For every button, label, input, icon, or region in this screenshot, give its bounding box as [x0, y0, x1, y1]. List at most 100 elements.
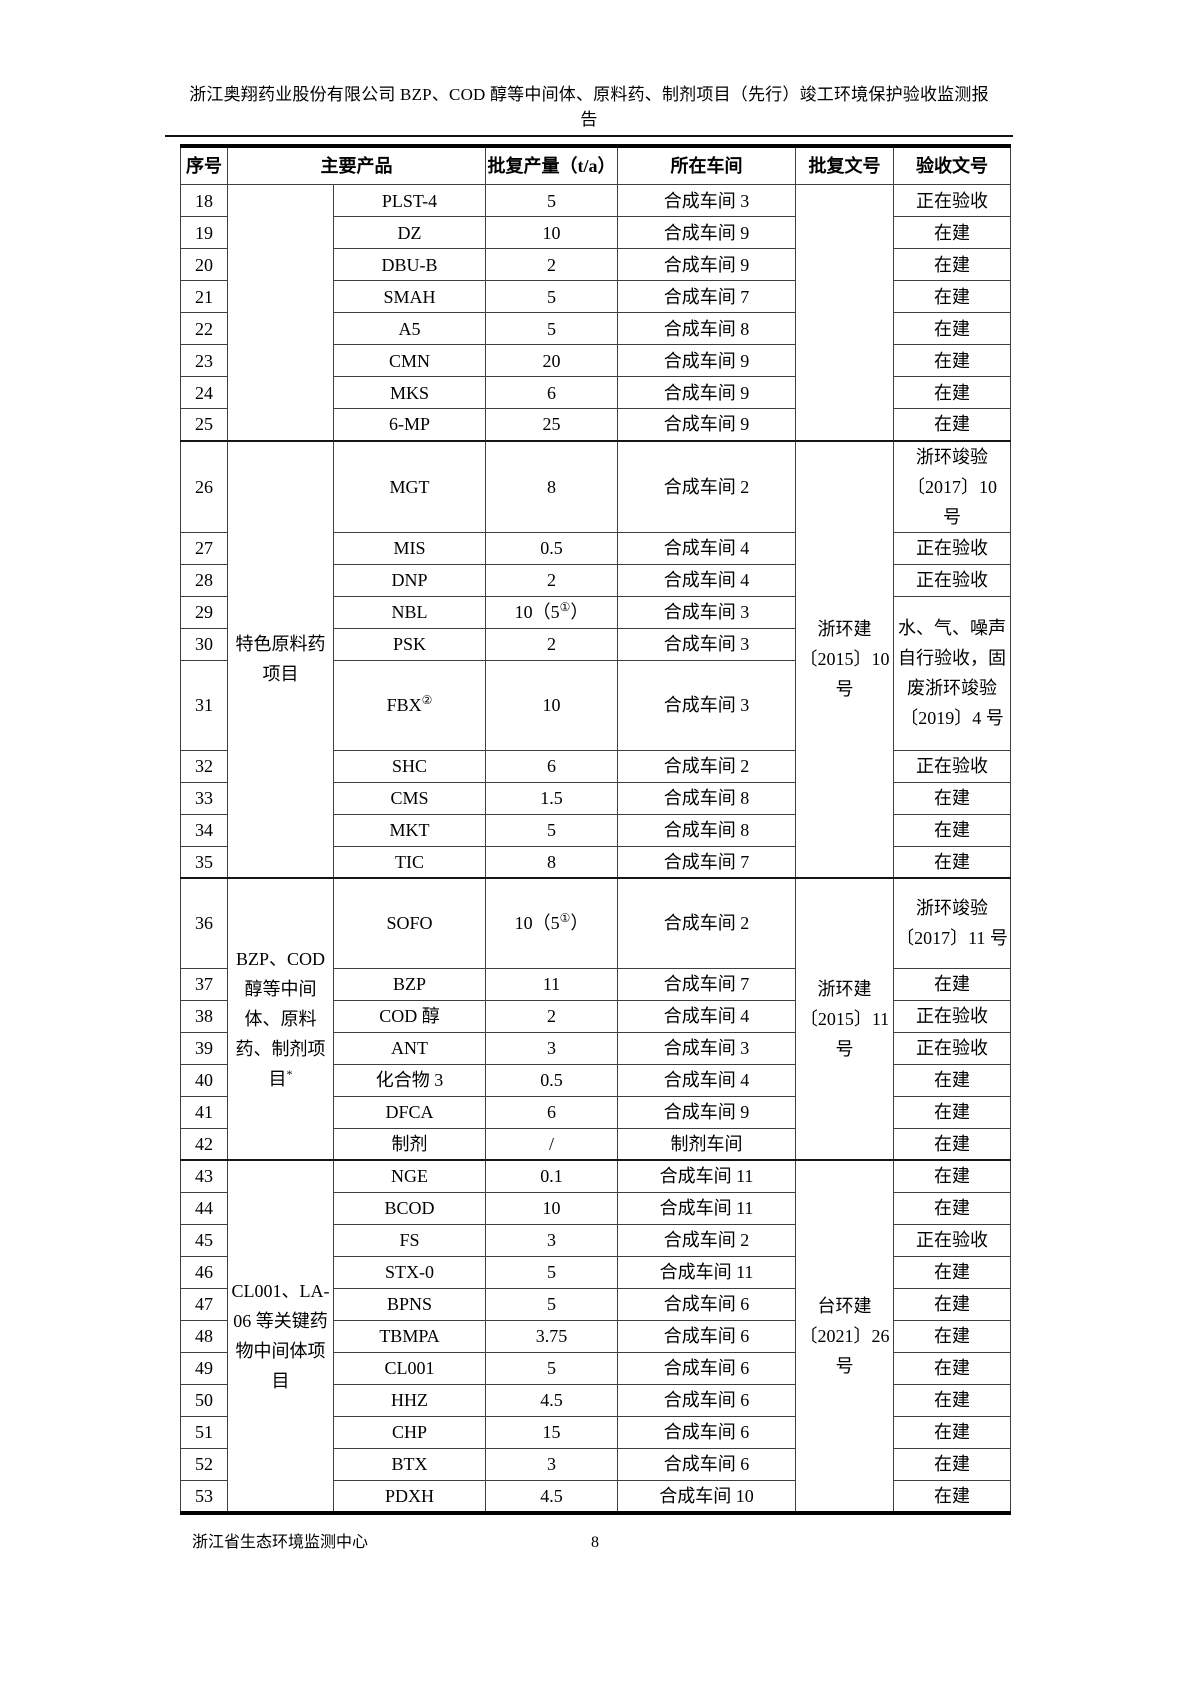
product-label: FBX: [386, 695, 422, 715]
product-label: DZ: [397, 222, 422, 243]
cell-product: STX-0: [333, 1255, 486, 1289]
category-label: 特色原料药项目: [235, 634, 326, 685]
product-label: PSK: [392, 634, 427, 654]
cell-workshop: 合成车间 9: [617, 1095, 796, 1129]
cell-serial: 30: [180, 627, 228, 661]
cell-product: ANT: [333, 1031, 486, 1065]
cell-acceptance-doc: 在建: [893, 1319, 1011, 1353]
table-row: 19 DZ 10 合成车间 9 在建: [180, 216, 1011, 249]
cell-acceptance-doc: 在建: [893, 376, 1011, 409]
capacity-value: 15: [542, 1422, 561, 1442]
product-label: NBL: [391, 602, 428, 622]
cell-serial: 24: [180, 376, 228, 409]
cell-capacity: 3: [485, 1223, 618, 1257]
cell-acceptance-doc: 在建: [893, 1383, 1011, 1417]
product-footnote-marker: ②: [421, 693, 433, 707]
capacity-value: 6: [547, 756, 556, 776]
cell-workshop: 合成车间 9: [617, 344, 796, 377]
cell-capacity: 10: [485, 1191, 618, 1225]
cell-workshop: 合成车间 8: [617, 813, 796, 847]
cell-acceptance-doc: 在建: [893, 1287, 1011, 1321]
product-label: BPNS: [386, 1294, 433, 1314]
capacity-value: 6: [547, 1102, 556, 1122]
table-row: 27 MIS 0.5 合成车间 4 正在验收: [180, 531, 1011, 565]
table-header-row: 序号 主要产品 批复产量（t/a） 所在车间 批复文号 验收文号: [180, 145, 1011, 185]
cell-serial: 36: [180, 877, 228, 969]
cell-workshop: 合成车间 7: [617, 967, 796, 1001]
cell-workshop: 合成车间 2: [617, 877, 796, 969]
cell-workshop: 合成车间 9: [617, 376, 796, 409]
cell-serial: 39: [180, 1031, 228, 1065]
col-header-workshop: 所在车间: [617, 145, 796, 185]
cell-workshop: 合成车间 2: [617, 749, 796, 783]
capacity-value: 5: [547, 1358, 556, 1378]
product-label: 6-MP: [388, 414, 430, 435]
cell-workshop: 合成车间 8: [617, 781, 796, 815]
product-label: SMAH: [383, 286, 436, 307]
cell-product: MKT: [333, 813, 486, 847]
product-label: DBU-B: [381, 254, 438, 275]
cell-serial: 33: [180, 781, 228, 815]
cell-capacity: 1.5: [485, 781, 618, 815]
capacity-value: 5: [547, 190, 556, 211]
table-row: 31 FBX② 10 合成车间 3: [180, 659, 1011, 751]
product-label: CMS: [390, 788, 429, 808]
page-number: 8: [591, 1534, 599, 1551]
table-row: 37 BZP 11 合成车间 7 在建: [180, 967, 1011, 1001]
cell-approval-doc: 浙环建〔2015〕10 号: [795, 439, 894, 879]
cell-serial: 46: [180, 1255, 228, 1289]
cell-product: TIC: [333, 845, 486, 879]
cell-capacity: 10（5①）: [485, 877, 618, 969]
cell-workshop: 合成车间 11: [617, 1255, 796, 1289]
cell-capacity: 5: [485, 1351, 618, 1385]
cell-workshop: 合成车间 4: [617, 1063, 796, 1097]
capacity-value: 5: [547, 1294, 556, 1314]
cell-acceptance-doc: 浙环竣验〔2017〕11 号: [893, 877, 1011, 969]
category-footnote-marker: *: [286, 1067, 293, 1081]
cell-serial: 32: [180, 749, 228, 783]
cell-product: MKS: [333, 376, 486, 409]
capacity-value: 2: [547, 634, 556, 654]
cell-workshop: 合成车间 6: [617, 1319, 796, 1353]
capacity-value: 2: [547, 1006, 556, 1026]
capacity-value: 0.5: [540, 1070, 563, 1090]
cell-workshop: 合成车间 6: [617, 1415, 796, 1449]
product-label: CHP: [391, 1422, 427, 1442]
cell-capacity: 5: [485, 1287, 618, 1321]
capacity-footnote-marker: ①: [559, 911, 571, 926]
cell-capacity: 5: [485, 184, 618, 217]
cell-category: [227, 184, 334, 441]
cell-workshop: 合成车间 4: [617, 531, 796, 565]
table-row: 34 MKT 5 合成车间 8 在建: [180, 813, 1011, 847]
cell-serial: 35: [180, 845, 228, 879]
cell-workshop: 合成车间 2: [617, 1223, 796, 1257]
product-label: DFCA: [385, 1102, 434, 1122]
cell-capacity: 3: [485, 1447, 618, 1481]
cell-serial: 23: [180, 344, 228, 377]
cell-product: DZ: [333, 216, 486, 249]
capacity-value: 3: [547, 1230, 556, 1250]
table-row: 49 CL001 5 合成车间 6 在建: [180, 1351, 1011, 1385]
product-label: MKT: [389, 820, 430, 840]
capacity-value: 2: [547, 570, 556, 590]
cell-category: 特色原料药项目: [227, 439, 334, 879]
footer-organization: 浙江省生态环境监测中心: [192, 1534, 369, 1551]
capacity-value: 25: [542, 414, 561, 435]
cell-workshop: 合成车间 6: [617, 1383, 796, 1417]
cell-product: 化合物 3: [333, 1063, 486, 1097]
table-row: 53 PDXH 4.5 合成车间 10 在建: [180, 1479, 1011, 1513]
capacity-value: /: [548, 1133, 554, 1154]
cell-product: DBU-B: [333, 248, 486, 281]
cell-acceptance-doc: 在建: [893, 967, 1011, 1001]
product-label: A5: [398, 318, 421, 339]
cell-acceptance-doc: 在建: [893, 845, 1011, 879]
capacity-value-tail: ）: [570, 602, 589, 622]
cell-serial: 25: [180, 408, 228, 441]
cell-serial: 47: [180, 1287, 228, 1321]
cell-serial: 50: [180, 1383, 228, 1417]
cell-capacity: 10（5①）: [485, 595, 618, 629]
cell-capacity: 8: [485, 439, 618, 533]
cell-capacity: 5: [485, 813, 618, 847]
cell-workshop: 合成车间 6: [617, 1351, 796, 1385]
cell-workshop: 合成车间 8: [617, 312, 796, 345]
